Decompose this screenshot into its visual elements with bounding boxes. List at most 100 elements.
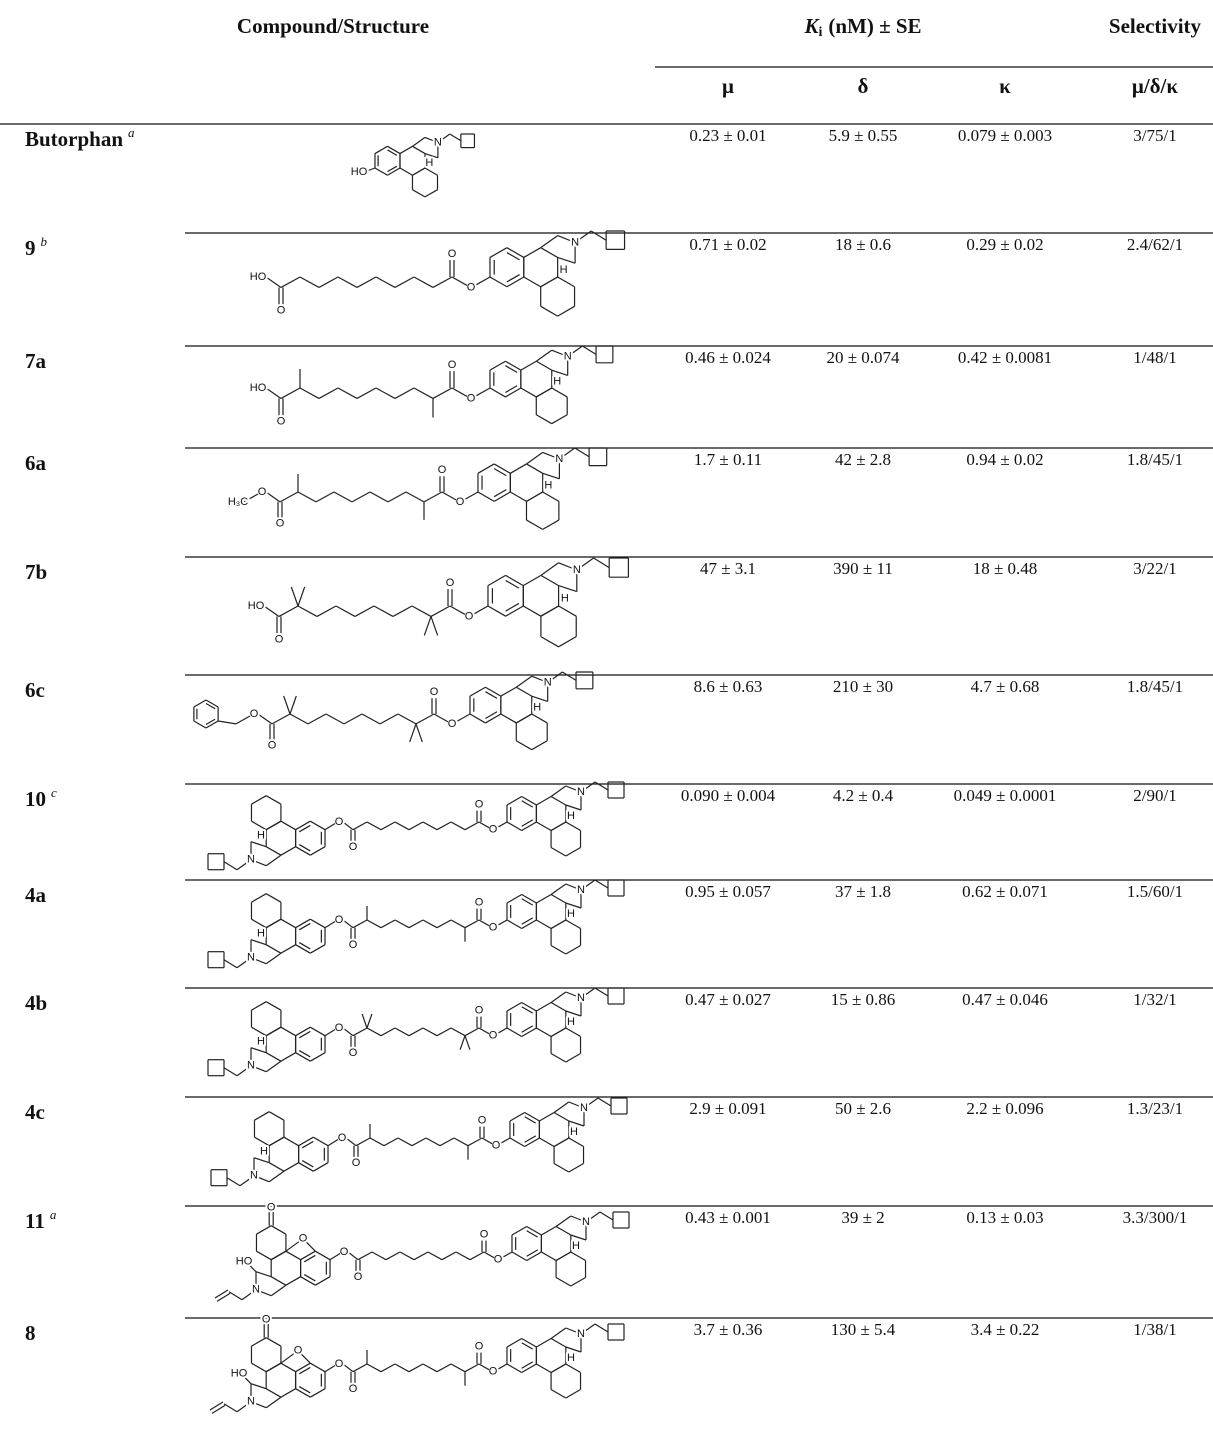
bond	[210, 1402, 223, 1410]
bond	[442, 492, 456, 500]
atom-label: O	[277, 304, 286, 316]
atom-label: O	[352, 1157, 361, 1169]
bond	[281, 277, 300, 287]
bond	[227, 1178, 240, 1186]
compound-label: 8	[25, 1321, 36, 1345]
bond	[251, 796, 266, 805]
bond	[527, 452, 543, 464]
cell-selectivity: 1/48/1	[1133, 348, 1176, 367]
cell-delta: 39 ± 2	[841, 1208, 884, 1227]
atom-label: H	[567, 1352, 575, 1364]
compound-label: 7a	[25, 349, 47, 373]
compound-name: 6c	[25, 678, 45, 702]
bond	[218, 721, 236, 724]
bond	[525, 1113, 540, 1122]
bond	[376, 388, 395, 398]
bond	[425, 168, 438, 175]
bond	[507, 920, 522, 929]
bond	[516, 741, 531, 750]
bond	[301, 1251, 316, 1260]
bond	[502, 1252, 512, 1258]
bond	[412, 1138, 426, 1146]
bond	[437, 920, 451, 928]
bond	[286, 1277, 301, 1286]
bond	[395, 277, 414, 287]
bond	[346, 1138, 356, 1146]
compound-label: 4b	[25, 991, 47, 1015]
bond	[352, 492, 370, 502]
bond	[344, 714, 362, 724]
bond	[300, 277, 319, 287]
bond	[566, 1028, 581, 1037]
bond	[558, 277, 575, 287]
bond	[251, 940, 266, 945]
atom-label: O	[335, 816, 344, 828]
atom-label: N	[247, 952, 255, 964]
atom-label: N	[577, 786, 585, 798]
bond	[353, 822, 367, 830]
cell-kappa: 0.62 ± 0.071	[962, 882, 1048, 901]
cell-kappa: 18 ± 0.48	[973, 559, 1038, 578]
bond	[551, 920, 566, 929]
atom-label: H	[567, 810, 575, 822]
cell-delta: 20 ± 0.074	[826, 348, 900, 367]
cell-delta: 50 ± 2.6	[835, 1099, 891, 1118]
bond	[264, 606, 279, 616]
bond	[526, 492, 542, 501]
bond	[414, 388, 433, 398]
bond	[406, 492, 424, 502]
bond	[556, 1216, 571, 1227]
compound-label: 9	[25, 236, 36, 260]
atom-label: O	[489, 1366, 498, 1378]
bond	[541, 563, 559, 576]
bond	[266, 894, 281, 903]
bond	[410, 724, 416, 742]
bond	[490, 248, 507, 258]
bond	[595, 988, 608, 996]
bond	[536, 797, 551, 806]
bond	[437, 822, 451, 830]
bond	[370, 1138, 384, 1146]
atom-label: O	[262, 1314, 271, 1326]
bond	[536, 388, 551, 397]
bond	[212, 1405, 225, 1413]
bond	[357, 388, 376, 398]
bond	[522, 1028, 537, 1037]
bond	[296, 945, 311, 954]
bond	[325, 1366, 335, 1372]
bond	[541, 637, 559, 647]
bond	[215, 1290, 228, 1298]
atom-label: N	[564, 350, 572, 362]
bond	[532, 714, 547, 723]
atom-label: O	[267, 1202, 276, 1214]
bond	[595, 880, 608, 888]
compound-name: 11a	[25, 1207, 57, 1233]
bond	[566, 848, 581, 857]
bond	[551, 1054, 566, 1063]
header-delta: δ	[858, 74, 869, 98]
bond	[510, 1138, 525, 1147]
atom-label: O	[448, 718, 457, 730]
atom-label: H	[567, 908, 575, 920]
bond	[258, 714, 272, 724]
bond	[367, 1028, 381, 1036]
bond	[541, 248, 558, 258]
atom-label: O	[277, 415, 286, 427]
cell-mu: 0.23 ± 0.01	[689, 126, 766, 145]
cell-kappa: 0.13 ± 0.03	[966, 1208, 1043, 1227]
bond	[353, 920, 367, 928]
bond	[423, 1364, 437, 1372]
bond	[485, 714, 500, 723]
bond	[536, 920, 551, 929]
bond	[507, 797, 522, 806]
bond	[388, 492, 406, 502]
bond	[479, 822, 489, 828]
bond	[375, 168, 388, 175]
cell-kappa: 0.29 ± 0.02	[966, 235, 1043, 254]
cell-delta: 130 ± 5.4	[831, 1320, 896, 1339]
bond	[296, 1389, 311, 1398]
bond	[559, 586, 577, 592]
bond	[456, 714, 470, 722]
bond	[281, 1053, 296, 1062]
compound-label: 10	[25, 787, 46, 811]
